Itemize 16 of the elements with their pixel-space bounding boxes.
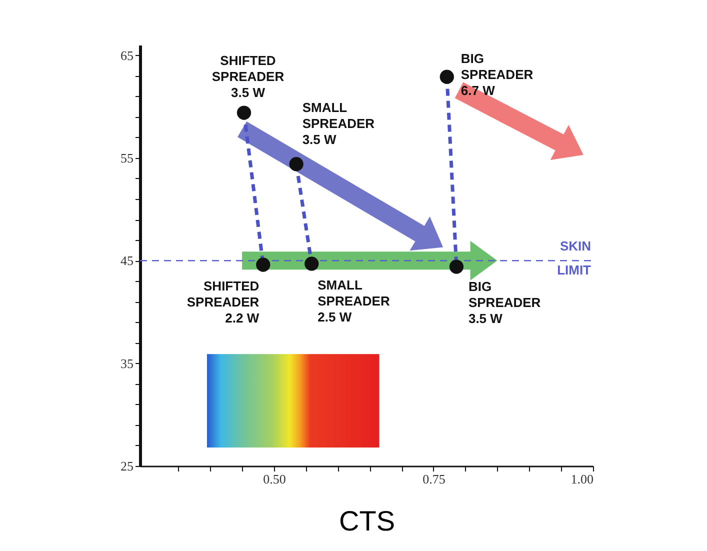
y-tick-label: 45 (120, 253, 134, 268)
x-axis-title: CTS (339, 506, 395, 536)
y-tick-label: 35 (120, 356, 134, 371)
y-tick-label: 55 (120, 150, 134, 166)
y-tick-label: 25 (120, 458, 134, 474)
annotation: SHIFTED SPREADER 3.5 W (212, 52, 285, 100)
annotation: SHIFTED SPREADER 2.2 W (186, 278, 260, 326)
ref-line-label: SKIN LIMIT (557, 238, 592, 278)
x-tick-label: 0.50 (263, 472, 286, 486)
annotation: SMALL SPREADER 3.5 W (302, 100, 376, 148)
y-tick-label: 65 (120, 48, 134, 63)
annotation: BIG SPREADER 6.7 W (460, 50, 534, 98)
annotation: BIG SPREADER 3.5 W (468, 278, 542, 326)
annotation: SMALL SPREADER 2.5 W (318, 278, 390, 325)
x-tick-label: 1.00 (570, 472, 594, 486)
x-tick-label: 0.75 (422, 472, 446, 486)
